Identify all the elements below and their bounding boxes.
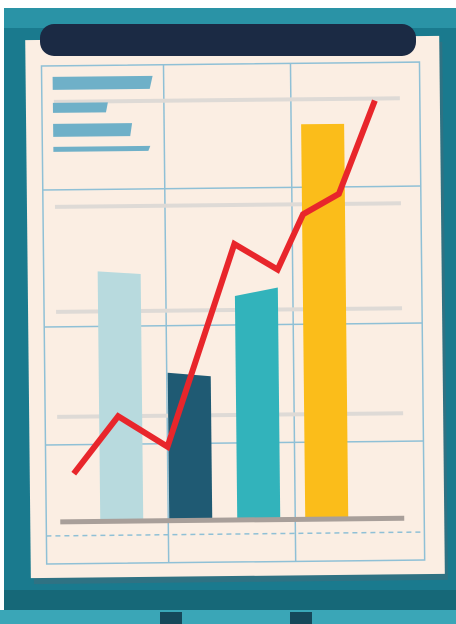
- bar: [301, 123, 349, 519]
- trend-line: [71, 99, 378, 476]
- board-clip: [40, 24, 416, 56]
- placeholder-bar: [52, 102, 108, 113]
- board-bottom-edge: [4, 590, 456, 612]
- grid-line: [42, 185, 421, 191]
- guide-line: [53, 96, 400, 104]
- bar: [97, 271, 144, 521]
- board-leg: [290, 612, 312, 624]
- placeholder-bar: [53, 145, 151, 152]
- grid-line: [162, 64, 170, 563]
- bar: [167, 372, 213, 520]
- text-placeholders: [52, 75, 153, 152]
- baseline: [60, 515, 405, 525]
- placeholder-bar: [52, 75, 153, 90]
- paper-group: [25, 35, 448, 585]
- board-ledge: [0, 610, 456, 624]
- board-leg: [160, 612, 182, 624]
- grid-border: [40, 61, 426, 565]
- bar: [234, 287, 281, 519]
- grid-line: [289, 63, 297, 562]
- board-top-edge: [4, 8, 456, 28]
- grid-line: [46, 531, 425, 537]
- placeholder-bar: [53, 123, 133, 137]
